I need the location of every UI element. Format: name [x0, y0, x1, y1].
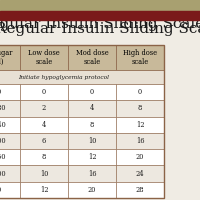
Text: 0: 0 [138, 88, 142, 96]
Text: 8: 8 [138, 104, 142, 112]
Text: 8: 8 [90, 121, 94, 129]
Text: 12: 12 [40, 186, 48, 194]
Bar [0, 182, 20, 198]
Bar [20, 45, 68, 70]
Text: Regular Insulin Sliding Scale: Regular Insulin Sliding Scale [0, 17, 200, 31]
Text: 20: 20 [136, 153, 144, 161]
Text: 24: 24 [136, 170, 144, 178]
Text: 28: 28 [136, 186, 144, 194]
Bar [20, 149, 68, 165]
Text: 241-300: 241-300 [0, 137, 6, 145]
Text: 16: 16 [136, 137, 144, 145]
Bar [0, 149, 20, 165]
Bar [20, 165, 68, 182]
Bar [116, 117, 164, 133]
Bar [68, 149, 116, 165]
Text: Mod dose
scale: Mod dose scale [76, 49, 108, 66]
Text: <130: <130 [0, 88, 1, 96]
Bar [0, 11, 200, 20]
Bar [116, 100, 164, 117]
Text: 8: 8 [42, 153, 46, 161]
Text: >400: >400 [0, 186, 1, 194]
Text: 4: 4 [42, 121, 46, 129]
Text: 12: 12 [88, 153, 96, 161]
Text: Initiate hypoglycemia protocol: Initiate hypoglycemia protocol [18, 75, 110, 80]
Bar [116, 133, 164, 149]
Bar [0, 133, 20, 149]
Bar [20, 100, 68, 117]
Text: 181-240: 181-240 [0, 121, 6, 129]
Bar [116, 84, 164, 100]
Bar [0, 0, 200, 11]
Text: 301-350: 301-350 [0, 153, 6, 161]
Bar [68, 165, 116, 182]
Bar [20, 84, 68, 100]
Bar [116, 182, 164, 198]
Bar [0, 45, 164, 198]
Bar [68, 182, 116, 198]
Bar [68, 133, 116, 149]
Bar [68, 84, 116, 100]
Text: 16: 16 [88, 170, 96, 178]
Bar [20, 133, 68, 149]
Text: 4: 4 [90, 104, 94, 112]
Bar [20, 117, 68, 133]
Bar [116, 149, 164, 165]
Text: Blood sugar
mg/(dl): Blood sugar mg/(dl) [0, 49, 12, 66]
Bar [116, 165, 164, 182]
Bar [20, 182, 68, 198]
Text: 6: 6 [42, 137, 46, 145]
Text: 10: 10 [40, 170, 48, 178]
Text: High dose
scale: High dose scale [123, 49, 157, 66]
Text: 351-400: 351-400 [0, 170, 6, 178]
Bar [0, 117, 20, 133]
Bar [68, 117, 116, 133]
Bar [68, 100, 116, 117]
Text: 10: 10 [88, 137, 96, 145]
Text: 12: 12 [136, 121, 144, 129]
Text: 0: 0 [42, 88, 46, 96]
Bar [0, 165, 20, 182]
Text: 0: 0 [90, 88, 94, 96]
Text: 130-180: 130-180 [0, 104, 6, 112]
Bar [68, 45, 116, 70]
Bar [0, 45, 20, 70]
Bar [0, 70, 164, 84]
Bar [0, 84, 20, 100]
Text: 2: 2 [42, 104, 46, 112]
Bar [116, 45, 164, 70]
Text: Low dose
scale: Low dose scale [28, 49, 60, 66]
Text: 20: 20 [88, 186, 96, 194]
Bar [0, 100, 20, 117]
Text: Regular Insulin Sliding Scale: Regular Insulin Sliding Scale [0, 22, 200, 36]
